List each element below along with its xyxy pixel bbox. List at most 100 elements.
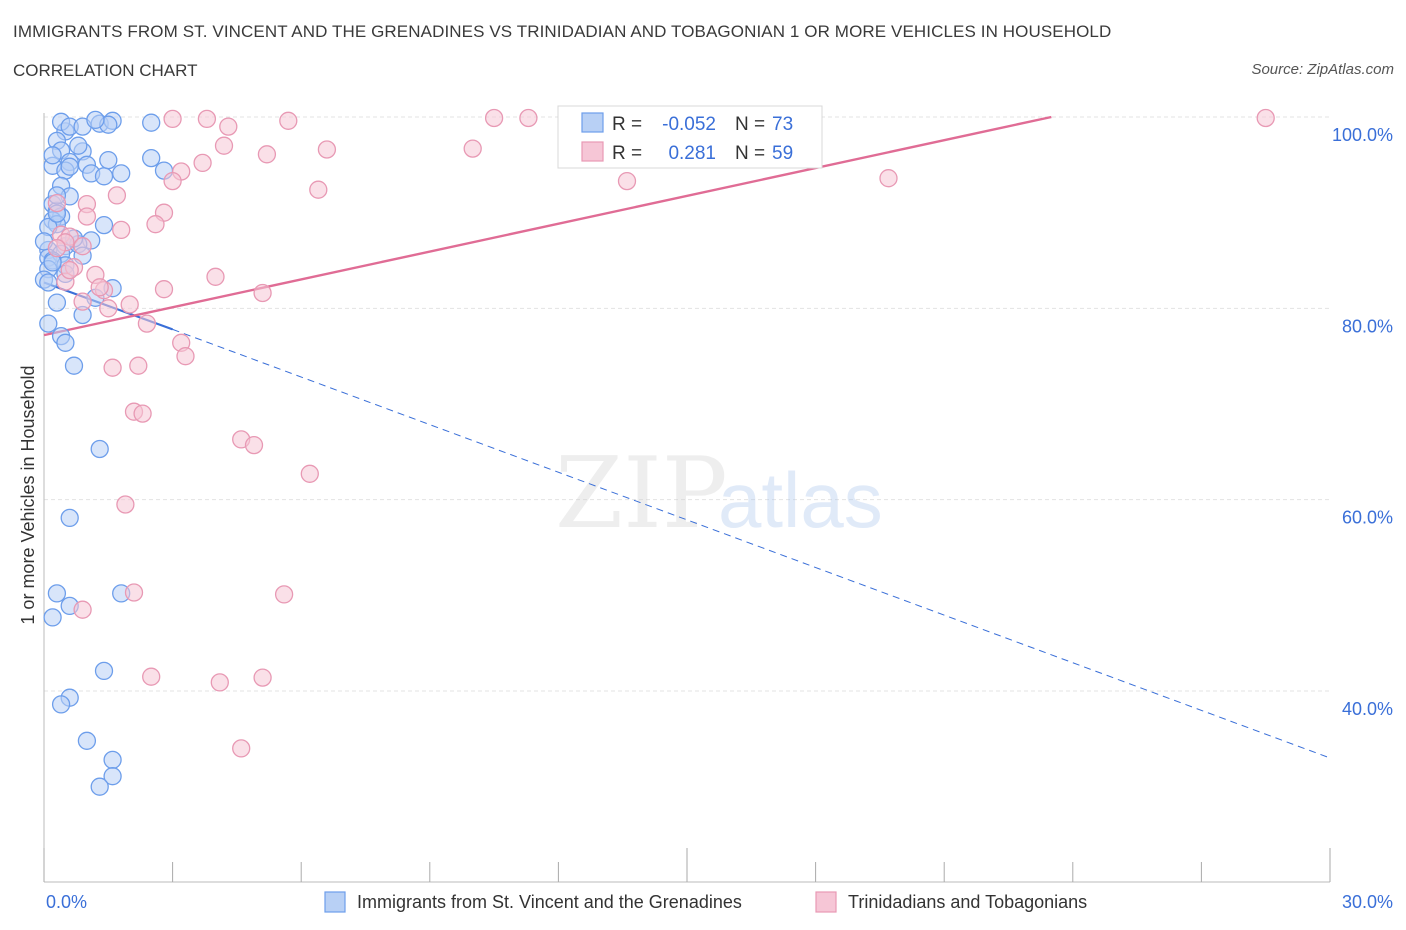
y-tick-label: 60.0% [1342, 508, 1393, 528]
stats-pink-n-value: 59 [772, 143, 793, 164]
stats-pink-n-label: N = [735, 143, 765, 164]
pink-point [124, 583, 144, 602]
pink-point [309, 180, 328, 199]
pink-point [617, 171, 637, 191]
blue-point [43, 608, 62, 627]
pink-point [210, 673, 229, 692]
pink-point [163, 109, 182, 129]
blue-point [47, 584, 67, 603]
blue-point [142, 113, 161, 132]
stats-blue-n-value: 73 [772, 114, 793, 135]
y-axis-label: 1 or more Vehicles in Household [18, 365, 38, 624]
pink-point [73, 600, 92, 619]
gridlines [44, 116, 1330, 692]
pink-point [193, 153, 212, 173]
pink-point [300, 464, 319, 483]
blue-point [39, 273, 58, 292]
legend-swatch-blue [324, 891, 346, 913]
pink-point [463, 139, 482, 158]
pink-point [90, 278, 109, 297]
blue-point [103, 750, 122, 770]
legend: Immigrants from St. Vincent and the Gren… [324, 891, 1087, 913]
stats-blue-r-label: R = [612, 114, 642, 135]
stats-swatch-pink [581, 141, 604, 162]
stats-pink-r-label: R = [612, 143, 642, 164]
pink-point [103, 358, 122, 377]
pink-point [60, 260, 79, 280]
x-tick-labels: 0.0% 30.0% [46, 892, 1393, 912]
x-tick-label: 0.0% [46, 892, 87, 912]
blue-point [94, 167, 114, 186]
pink-point [154, 280, 174, 299]
watermark-zip: ZIP [555, 437, 728, 551]
y-tick-labels: 100.0% 80.0% 60.0% 40.0% [1332, 125, 1393, 719]
blue-point [86, 110, 105, 130]
x-tick-label: 30.0% [1342, 892, 1393, 912]
pink-point [133, 404, 152, 423]
pink-point [73, 237, 92, 256]
pink-point [77, 207, 97, 226]
pink-point [257, 145, 277, 164]
legend-label-blue: Immigrants from St. Vincent and the Gren… [357, 892, 742, 912]
pink-point [137, 314, 157, 333]
pink-point [47, 193, 67, 213]
chart-subtitle: CORRELATION CHART [13, 61, 198, 80]
blue-point [60, 157, 79, 176]
blue-point [69, 136, 88, 155]
y-tick-label: 80.0% [1342, 316, 1393, 336]
pink-point [219, 117, 238, 136]
blue-point [56, 333, 75, 352]
stats-pink-r-value: 0.281 [668, 143, 716, 164]
pink-point [116, 495, 135, 514]
watermark-atlas: atlas [718, 456, 883, 544]
blue-point [112, 164, 131, 183]
blue-point [90, 439, 109, 459]
pink-point [214, 136, 234, 155]
pink-point [317, 140, 337, 159]
legend-label-pink: Trinidadians and Tobagonians [848, 892, 1087, 912]
pink-point [146, 215, 165, 234]
pink-point [253, 283, 272, 303]
blue-point [64, 356, 84, 375]
watermark: ZIP atlas [555, 437, 883, 551]
stats-swatch-blue [581, 112, 604, 133]
pink-point [244, 435, 264, 455]
blue-point [99, 150, 118, 170]
stats-box: R = -0.052 N = 73 R = 0.281 N = 59 [557, 105, 823, 169]
stats-blue-n-label: N = [735, 114, 765, 135]
pink-point [120, 295, 139, 314]
pink-point [142, 667, 161, 686]
series-pink-points [47, 108, 1275, 758]
blue-point [43, 146, 62, 165]
blue-point [94, 215, 114, 235]
blue-point [51, 695, 71, 714]
pink-point [73, 292, 92, 311]
pink-point [112, 220, 131, 240]
blue-point [60, 508, 79, 528]
pink-point [129, 356, 148, 375]
pink-point [99, 299, 118, 318]
blue-point [47, 293, 67, 312]
pink-point [176, 347, 195, 366]
blue-point [39, 314, 58, 333]
trend-line-pink [43, 115, 1052, 337]
pink-point [1256, 108, 1275, 128]
chart-source: Source: ZipAtlas.com [1251, 61, 1394, 78]
pink-point [47, 238, 67, 258]
y-tick-label: 40.0% [1342, 699, 1393, 719]
pink-point [197, 109, 217, 129]
legend-swatch-pink [815, 891, 837, 913]
pink-point [279, 111, 298, 130]
trend-line-blue-dashed [172, 328, 1331, 759]
pink-point [107, 186, 127, 205]
pink-point [879, 169, 898, 188]
blue-point [94, 661, 114, 681]
pink-point [163, 171, 182, 191]
blue-point [103, 767, 122, 786]
pink-point [253, 668, 272, 687]
chart-title: IMMIGRANTS FROM ST. VINCENT AND THE GREN… [13, 22, 1112, 41]
blue-point [142, 148, 161, 168]
series-blue-points [34, 110, 174, 796]
pink-point [274, 585, 294, 604]
